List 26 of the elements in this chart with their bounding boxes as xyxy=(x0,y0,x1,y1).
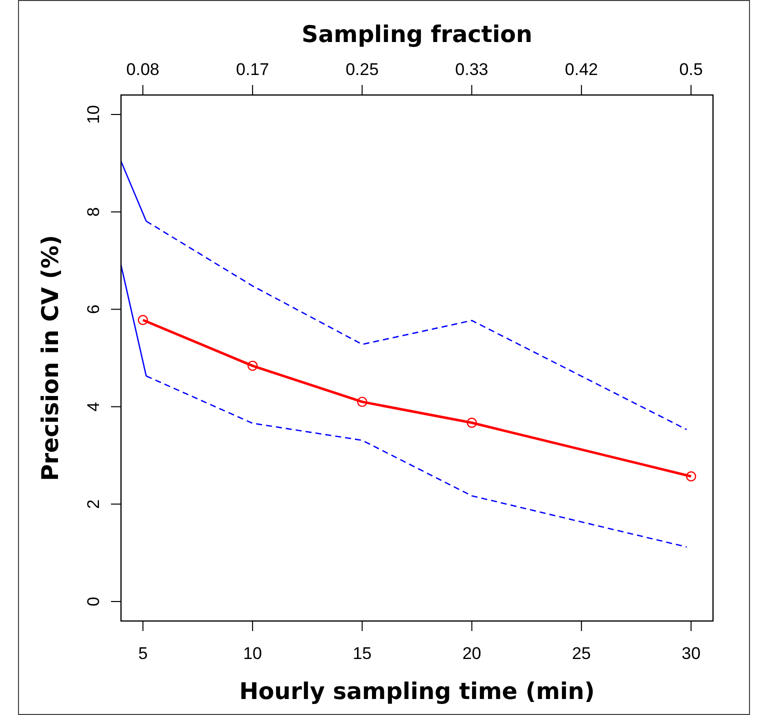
point xyxy=(138,314,148,326)
x2-tick-label: 0.33 xyxy=(455,60,488,79)
x2-axis-title: Sampling fraction xyxy=(302,22,532,48)
y-tick-label: 0 xyxy=(84,596,103,606)
x2-tick-label: 0.25 xyxy=(346,60,379,79)
x-tick-label: 30 xyxy=(682,644,701,663)
y-axis-title: Precision in CV (%) xyxy=(38,234,64,482)
y-tick-label: 10 xyxy=(84,105,103,124)
point xyxy=(466,418,477,428)
x2-tick-label: 0.08 xyxy=(126,60,160,79)
x-axis-title: Hourly sampling time (min) xyxy=(239,679,595,705)
point xyxy=(247,360,258,371)
x-tick-label: 5 xyxy=(138,644,148,663)
y-tick-label: 8 xyxy=(84,207,103,217)
x-tick-label: 20 xyxy=(462,644,482,663)
y-tick-label: 6 xyxy=(84,304,103,314)
x-tick-label: 10 xyxy=(243,644,262,663)
point xyxy=(686,471,696,482)
x2-tick-label: 0.17 xyxy=(236,60,270,79)
x2-tick-label: 0.5 xyxy=(679,60,703,79)
y-tick-label: 4 xyxy=(84,402,103,412)
x-tick-label: 15 xyxy=(352,644,372,663)
x-tick-label: 25 xyxy=(572,644,591,663)
y-tick-label: 2 xyxy=(84,499,103,509)
x2-tick-label: 0.42 xyxy=(564,60,598,79)
point xyxy=(357,396,368,407)
